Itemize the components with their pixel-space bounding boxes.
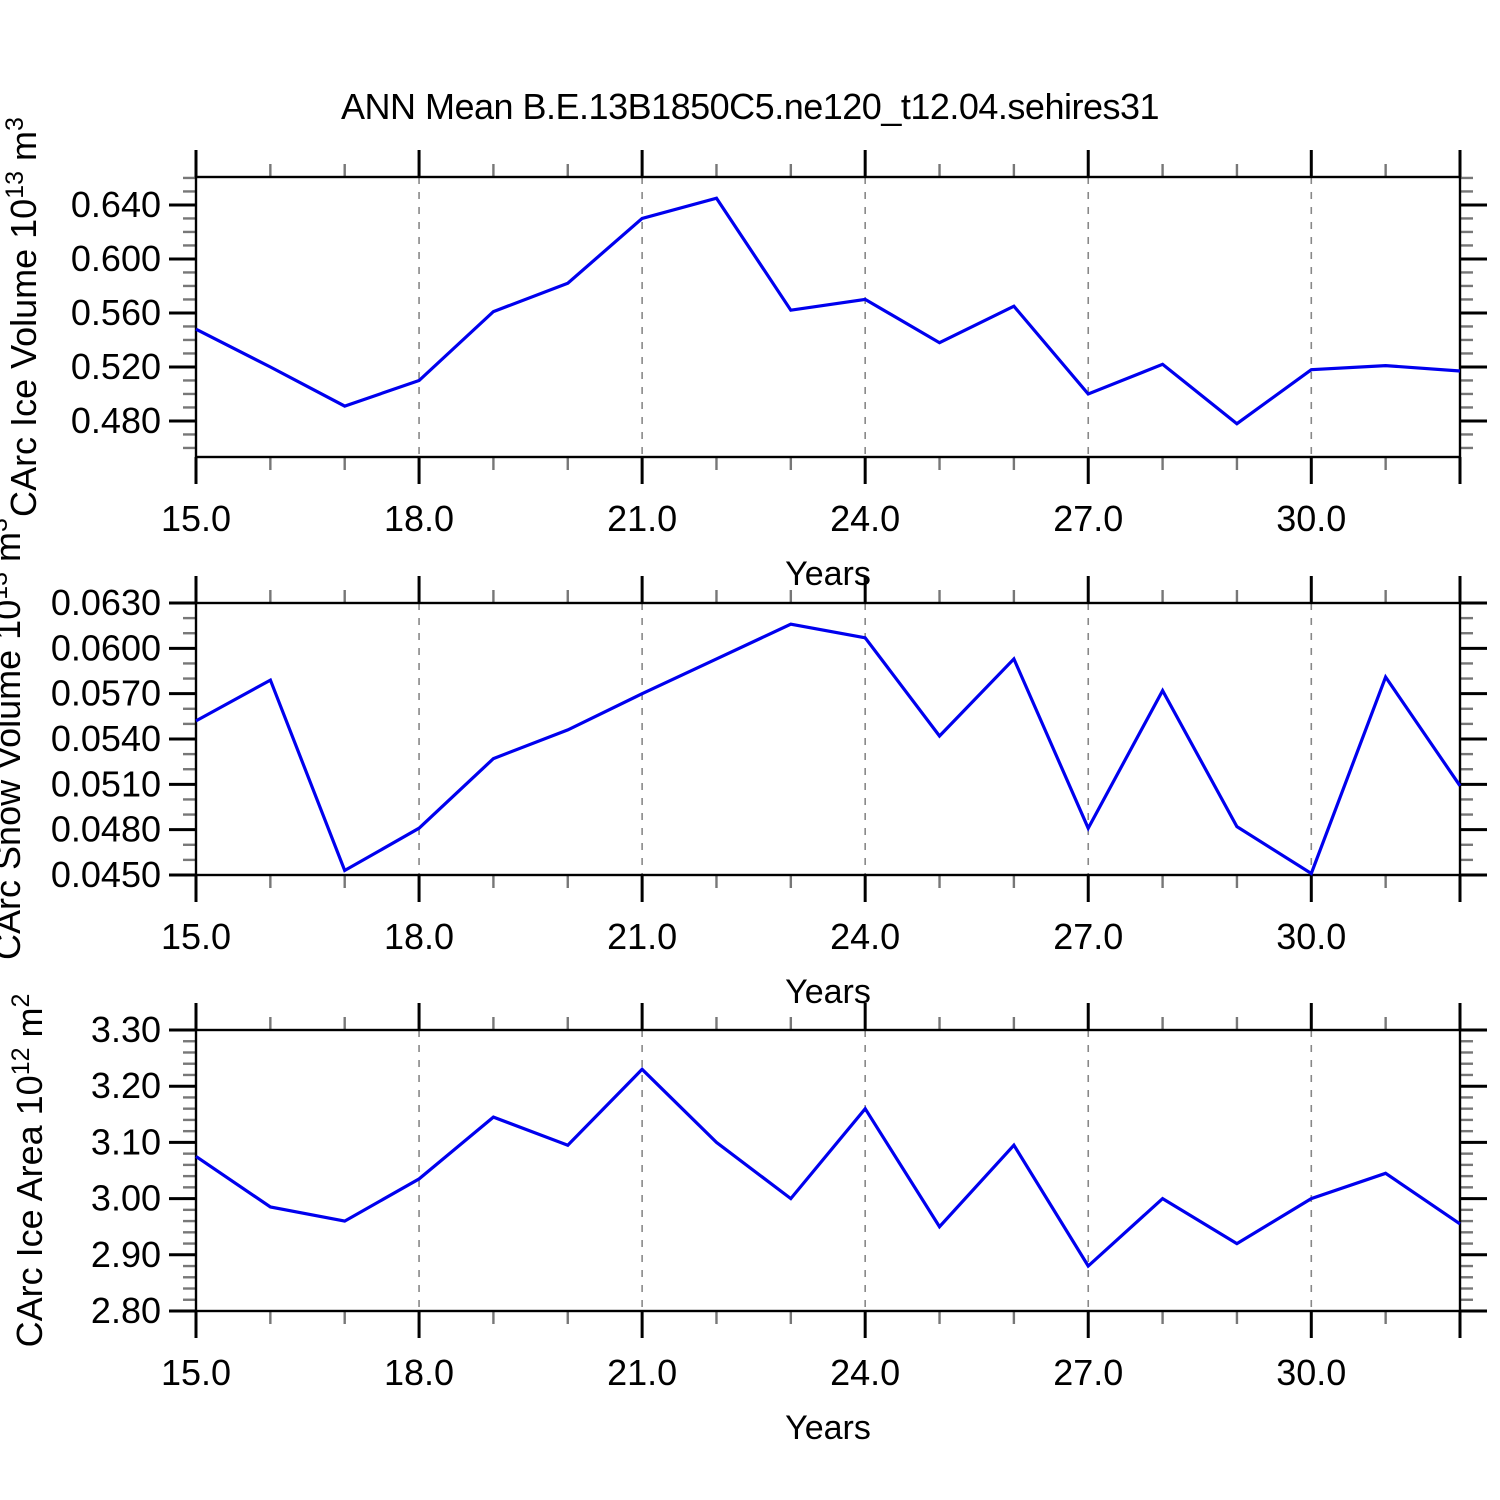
y-tick-label: 0.0630 xyxy=(51,582,161,623)
x-tick-label: 24.0 xyxy=(830,1352,900,1393)
y-tick-label: 0.560 xyxy=(71,292,161,333)
x-tick-label: 30.0 xyxy=(1276,498,1346,539)
x-tick-label: 15.0 xyxy=(161,916,231,957)
x-tick-label: 18.0 xyxy=(384,1352,454,1393)
y-tick-label: 0.0600 xyxy=(51,627,161,668)
x-tick-label: 27.0 xyxy=(1053,498,1123,539)
x-tick-label: 21.0 xyxy=(607,916,677,957)
x-axis-title: Years xyxy=(785,973,871,1011)
x-tick-label: 30.0 xyxy=(1276,916,1346,957)
series-line-1 xyxy=(195,196,1461,426)
series-line-2 xyxy=(195,622,1462,876)
y-tick-label: 0.0450 xyxy=(51,854,161,895)
y-tick-label: 3.10 xyxy=(91,1121,161,1162)
series-line-3 xyxy=(195,1067,1461,1269)
x-tick-label: 18.0 xyxy=(384,916,454,957)
y-tick-label: 0.0480 xyxy=(51,809,161,850)
y-axis-title: CArc Snow Volume 1013​ m3​ xyxy=(0,518,28,960)
y-axis-title: CArc Ice Area 1012​ m2​ xyxy=(7,994,50,1348)
x-tick-label: 15.0 xyxy=(161,1352,231,1393)
y-tick-label: 0.0540 xyxy=(51,718,161,759)
x-axis-title: Years xyxy=(785,1409,871,1447)
x-tick-label: 24.0 xyxy=(830,498,900,539)
y-tick-label: 0.600 xyxy=(71,238,161,279)
y-tick-label: 3.00 xyxy=(91,1178,161,1219)
x-axis-title: Years xyxy=(785,555,871,593)
x-tick-label: 15.0 xyxy=(161,498,231,539)
y-tick-label: 0.640 xyxy=(71,184,161,225)
x-tick-label: 21.0 xyxy=(607,498,677,539)
y-tick-label: 0.0570 xyxy=(51,673,161,714)
y-tick-label: 2.90 xyxy=(91,1234,161,1275)
x-tick-label: 27.0 xyxy=(1053,1352,1123,1393)
plot-frame xyxy=(194,175,1462,459)
plot-frame xyxy=(194,1028,1462,1313)
plot-frame xyxy=(194,601,1462,877)
x-tick-label: 27.0 xyxy=(1053,916,1123,957)
y-tick-label: 2.80 xyxy=(91,1290,161,1331)
y-axis-title: CArc Ice Volume 1013​ m3​ xyxy=(1,117,44,517)
x-tick-label: 30.0 xyxy=(1276,1352,1346,1393)
x-tick-label: 18.0 xyxy=(384,498,454,539)
y-tick-label: 3.20 xyxy=(91,1065,161,1106)
figure-title: ANN Mean B.E.13B1850C5.ne120_t12.04.sehi… xyxy=(340,86,1160,127)
y-tick-label: 0.480 xyxy=(71,400,161,441)
y-tick-label: 0.0510 xyxy=(51,763,161,804)
x-tick-label: 21.0 xyxy=(607,1352,677,1393)
x-tick-label: 24.0 xyxy=(830,916,900,957)
y-tick-label: 0.520 xyxy=(71,346,161,387)
y-tick-label: 3.30 xyxy=(91,1009,161,1050)
